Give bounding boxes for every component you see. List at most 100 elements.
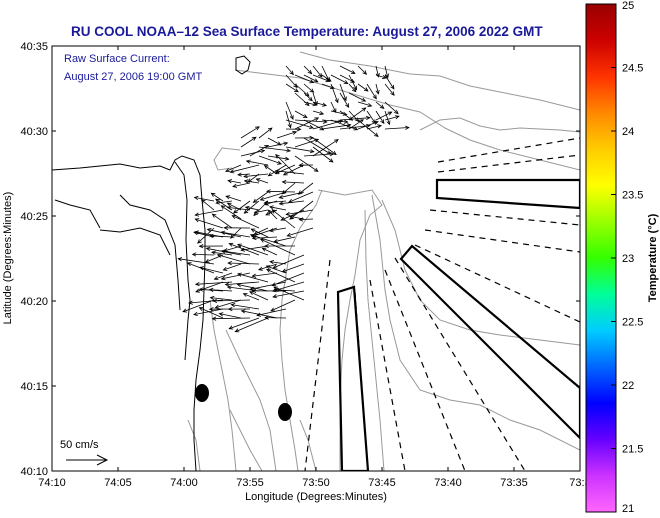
current-vector-head	[309, 149, 315, 154]
current-vector-head	[194, 230, 200, 235]
current-vector-head	[325, 78, 331, 83]
current-vector	[237, 284, 269, 292]
current-vector-head	[273, 286, 279, 291]
current-vector-head	[294, 88, 299, 93]
current-vector-head	[322, 119, 328, 124]
current-vector-head	[191, 252, 197, 257]
current-vector	[199, 307, 224, 319]
current-vector	[241, 310, 278, 319]
current-vector-head	[213, 276, 219, 280]
current-vector	[303, 101, 317, 106]
current-vector	[206, 247, 242, 256]
current-vector	[330, 83, 339, 103]
current-vector	[216, 200, 233, 204]
current-vector-head	[227, 179, 233, 184]
current-vector-head	[286, 232, 292, 237]
x-tick-label: 74:05	[104, 477, 132, 489]
current-vector-head	[277, 160, 282, 165]
map-layer: Raw Surface Current: August 27, 2006 19:…	[52, 51, 580, 471]
current-vector-head	[269, 205, 274, 210]
current-vector-head	[210, 192, 216, 197]
current-vector-head	[267, 209, 273, 215]
current-vector	[230, 227, 242, 239]
current-vector-head	[374, 132, 379, 137]
current-vector-head	[194, 218, 200, 223]
current-vector	[285, 146, 314, 153]
x-tick-label: 73:55	[236, 477, 264, 489]
current-vector	[244, 200, 260, 214]
current-vector-head	[226, 285, 232, 290]
contour-line	[213, 147, 241, 171]
current-vector-head	[282, 171, 288, 176]
current-vector	[260, 191, 287, 201]
current-vector	[375, 111, 392, 121]
current-vector	[339, 65, 356, 74]
current-vector-head	[302, 114, 308, 119]
current-vector-head	[322, 102, 327, 107]
current-vector	[303, 65, 312, 74]
current-vector	[348, 107, 366, 121]
current-vector-head	[220, 230, 226, 235]
current-vector	[228, 180, 242, 184]
current-vector	[237, 244, 269, 256]
transect-line	[384, 269, 466, 471]
y-tick-label: 40:15	[20, 381, 48, 393]
current-vector-head	[272, 294, 278, 299]
current-vector-head	[182, 308, 188, 313]
contour-line	[225, 329, 277, 471]
current-vector-head	[285, 211, 291, 216]
current-vector	[294, 155, 319, 172]
raw-current-date: August 27, 2006 19:00 GMT	[64, 71, 202, 83]
current-vector	[312, 74, 330, 82]
current-vector	[243, 293, 260, 301]
current-vector	[178, 258, 215, 265]
current-vector	[237, 273, 269, 283]
current-vector	[366, 125, 382, 130]
contour-line	[381, 199, 580, 346]
coastline-sandy-hook	[235, 55, 251, 75]
contour-line	[229, 409, 263, 471]
current-vector	[240, 136, 257, 148]
current-vector	[221, 231, 251, 238]
current-vector-head	[296, 127, 302, 132]
current-vector-head	[264, 315, 269, 320]
current-vector	[330, 119, 358, 131]
current-vector	[285, 74, 298, 88]
current-vector-head	[281, 179, 287, 185]
current-vector	[294, 117, 319, 130]
current-vector	[375, 74, 387, 79]
current-vector	[182, 299, 215, 313]
current-vector-head	[251, 236, 257, 241]
current-vector-head	[289, 115, 294, 120]
current-vector	[384, 83, 395, 96]
current-vector-head	[326, 77, 332, 82]
current-vector-head	[365, 123, 371, 129]
current-vector	[266, 265, 287, 274]
current-vector-head	[298, 163, 304, 168]
current-vector	[285, 119, 314, 129]
current-vector-head	[249, 291, 254, 296]
current-vector	[339, 92, 350, 108]
current-vector	[249, 145, 269, 157]
colorbar-tick-label: 23.5	[622, 190, 643, 202]
current-vector	[384, 101, 399, 114]
current-vector-head	[273, 238, 279, 243]
transect-line	[437, 137, 580, 163]
current-vector-head	[379, 104, 385, 109]
current-vector	[280, 209, 305, 221]
coastline-river	[54, 199, 101, 229]
current-vector	[249, 291, 269, 301]
current-vector	[285, 110, 291, 128]
current-vector	[294, 92, 310, 106]
current-vector-head	[334, 98, 339, 104]
current-vector	[321, 65, 330, 82]
current-vector	[274, 236, 296, 243]
current-vector-head	[208, 307, 214, 312]
current-vector-head	[220, 205, 226, 210]
current-vector	[205, 254, 224, 263]
current-vector-head	[329, 152, 335, 157]
current-vector-head	[251, 273, 257, 278]
current-vector-head	[198, 307, 204, 311]
current-vector	[212, 317, 251, 320]
